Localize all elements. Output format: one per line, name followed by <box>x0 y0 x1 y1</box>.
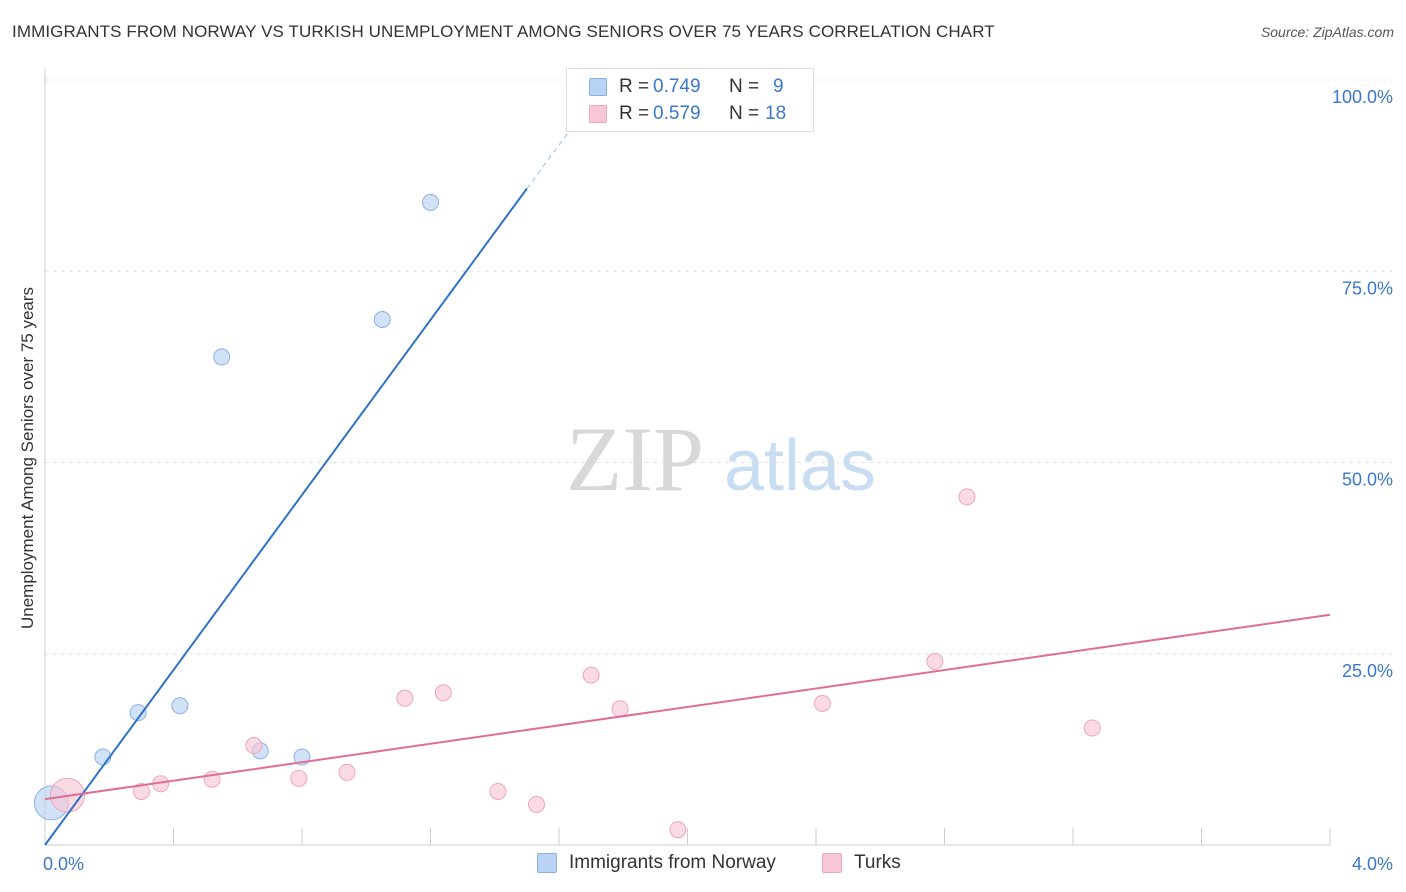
turks-swatch <box>589 105 607 123</box>
n-value-norway: 9 <box>773 76 784 97</box>
r-value-turks: 0.579 <box>653 103 701 124</box>
n-value-turks: 18 <box>765 103 787 124</box>
legend-item-norway[interactable]: Immigrants from Norway <box>537 852 776 874</box>
norway-trend-line <box>44 188 528 846</box>
n-label: N = <box>729 103 760 124</box>
y-tick-label: 75.0% <box>1342 278 1393 298</box>
legend-label-turks: Turks <box>854 852 901 873</box>
turks-point <box>396 689 414 707</box>
grid-layer <box>45 79 1392 655</box>
norway-point <box>373 310 391 328</box>
y-tick-label: 25.0% <box>1342 661 1393 681</box>
turks-point <box>132 782 150 800</box>
n-label: N = <box>729 76 760 97</box>
turks-point <box>338 763 356 781</box>
watermark-zip: ZIP <box>566 408 704 510</box>
turks-point <box>245 737 263 755</box>
y-axis-title: Unemployment Among Seniors over 75 years <box>18 286 37 630</box>
r-value-norway: 0.749 <box>653 76 701 97</box>
x-tick-label: 0.0% <box>43 854 84 874</box>
turks-point <box>958 488 976 506</box>
watermark-atlas: atlas <box>724 426 876 506</box>
norway-point <box>129 704 147 722</box>
watermark: ZIP atlas <box>566 408 876 510</box>
legend-row-turks: R = 0.579 N = 18 <box>589 102 786 126</box>
norway-swatch <box>537 853 557 873</box>
correlation-legend: R = 0.749 N = 9 R = 0.579 N = 18 <box>566 68 814 132</box>
turks-point <box>434 684 452 702</box>
turks-point <box>669 821 687 839</box>
turks-point <box>1083 719 1101 737</box>
series-legend: Immigrants from Norway Turks <box>0 852 1406 876</box>
turks-point <box>611 700 629 718</box>
points-layer <box>33 193 1101 839</box>
turks-point <box>290 769 308 787</box>
y-tick-label: 100.0% <box>1332 87 1393 107</box>
norway-point <box>171 697 189 715</box>
legend-row-norway: R = 0.749 N = 9 <box>589 75 784 99</box>
labels-layer: 25.0% 50.0% 75.0% 100.0% 0.0% 4.0% <box>43 87 1393 874</box>
y-tick-label: 50.0% <box>1342 470 1393 490</box>
legend-item-turks[interactable]: Turks <box>822 852 901 874</box>
turks-point <box>489 782 507 800</box>
source-label: Source: ZipAtlas.com <box>1260 24 1394 40</box>
r-label: R = <box>619 103 650 124</box>
turks-point <box>926 652 944 670</box>
norway-point <box>422 193 439 211</box>
norway-point <box>213 348 231 366</box>
r-label: R = <box>619 76 650 97</box>
turks-point <box>528 795 546 813</box>
norway-swatch <box>589 78 607 96</box>
turks-point <box>582 666 600 684</box>
turks-swatch <box>822 853 842 873</box>
axes-layer <box>44 68 1331 846</box>
turks-trend-line <box>44 613 1331 801</box>
turks-point <box>813 694 831 712</box>
legend-label-norway: Immigrants from Norway <box>569 852 776 873</box>
x-tick-label: 4.0% <box>1352 854 1393 874</box>
chart-title: IMMIGRANTS FROM NORWAY VS TURKISH UNEMPL… <box>12 22 995 41</box>
